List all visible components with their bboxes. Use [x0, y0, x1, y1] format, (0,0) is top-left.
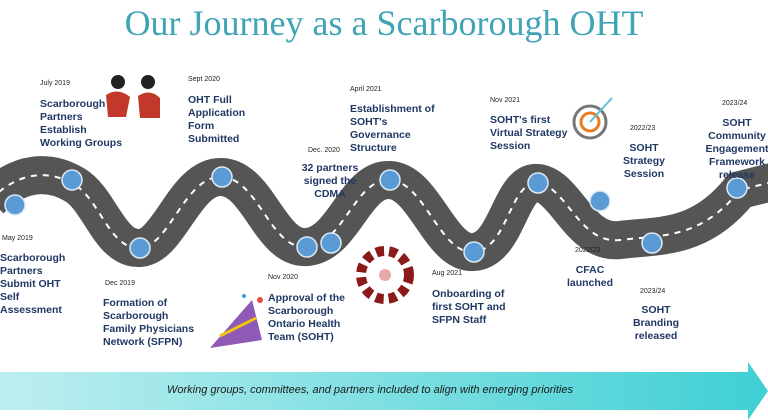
- milestone-date: Aug 2021: [432, 270, 462, 277]
- circle-of-people-icon: [356, 246, 414, 304]
- milestone-label: 32 partners signed the CDMA: [301, 162, 359, 200]
- milestone-dot: [61, 169, 83, 191]
- milestone-label: OHT Full Application Form Submitted: [188, 94, 246, 145]
- milestone-date: 2023/24: [722, 100, 748, 107]
- milestone-date: July 2019: [40, 80, 70, 87]
- milestone-date: 2022/23: [630, 125, 656, 132]
- milestone-date: Nov 2020: [268, 274, 298, 281]
- milestone-date: Dec 2019: [105, 280, 135, 287]
- milestone-date: May 2019: [2, 235, 33, 242]
- milestone-dot: [211, 166, 233, 188]
- milestone-dot: [463, 241, 485, 263]
- milestone-label: SOHT's first Virtual Strategy Session: [490, 114, 568, 152]
- milestone-date: Sept 2020: [188, 76, 220, 83]
- milestone-date: April 2021: [350, 86, 382, 93]
- road-centerline: [0, 174, 768, 254]
- milestone-label: Establishment of SOHT's Governance Struc…: [350, 103, 435, 154]
- title: Our Journey as a Scarborough OHT: [124, 3, 644, 43]
- banner-text: Working groups, committees, and partners…: [167, 384, 573, 396]
- party-hat-icon: [210, 294, 263, 348]
- milestone-date: Nov 2021: [490, 97, 520, 104]
- people-icon: [106, 75, 160, 118]
- milestone-dot: [379, 169, 401, 191]
- milestone-label: Scarborough Partners Submit OHT Self Ass…: [0, 252, 66, 316]
- milestone-label: Onboarding of first SOHT and SFPN Staff: [432, 288, 506, 326]
- milestone-label: SOHT Strategy Session: [622, 142, 665, 180]
- milestone-dot: [641, 232, 663, 254]
- milestone-label: CFAC launched: [566, 264, 614, 289]
- milestone-dot: [296, 236, 318, 258]
- milestone-label: Scarborough Partners Establish Working G…: [40, 98, 123, 149]
- milestone-date: 2022/23: [575, 247, 601, 254]
- banner-arrow: [0, 362, 768, 420]
- target-icon: [572, 97, 613, 140]
- milestone-dot: [320, 232, 342, 254]
- milestone-date: 2023/24: [640, 288, 666, 295]
- milestone-label: SOHT Community Engagement Framework rele…: [705, 117, 768, 181]
- milestone-dot: [527, 172, 549, 194]
- milestone-label: SOHT Branding released: [632, 304, 680, 342]
- milestone-date: Dec. 2020: [308, 147, 340, 154]
- milestone-dot: [4, 194, 26, 216]
- milestone-label: Formation of Scarborough Family Physicia…: [103, 297, 195, 348]
- milestone-dot: [589, 190, 611, 212]
- milestone-dot: [129, 237, 151, 259]
- milestone-dot: [726, 177, 748, 199]
- milestone-label: Approval of the Scarborough Ontario Heal…: [268, 292, 346, 343]
